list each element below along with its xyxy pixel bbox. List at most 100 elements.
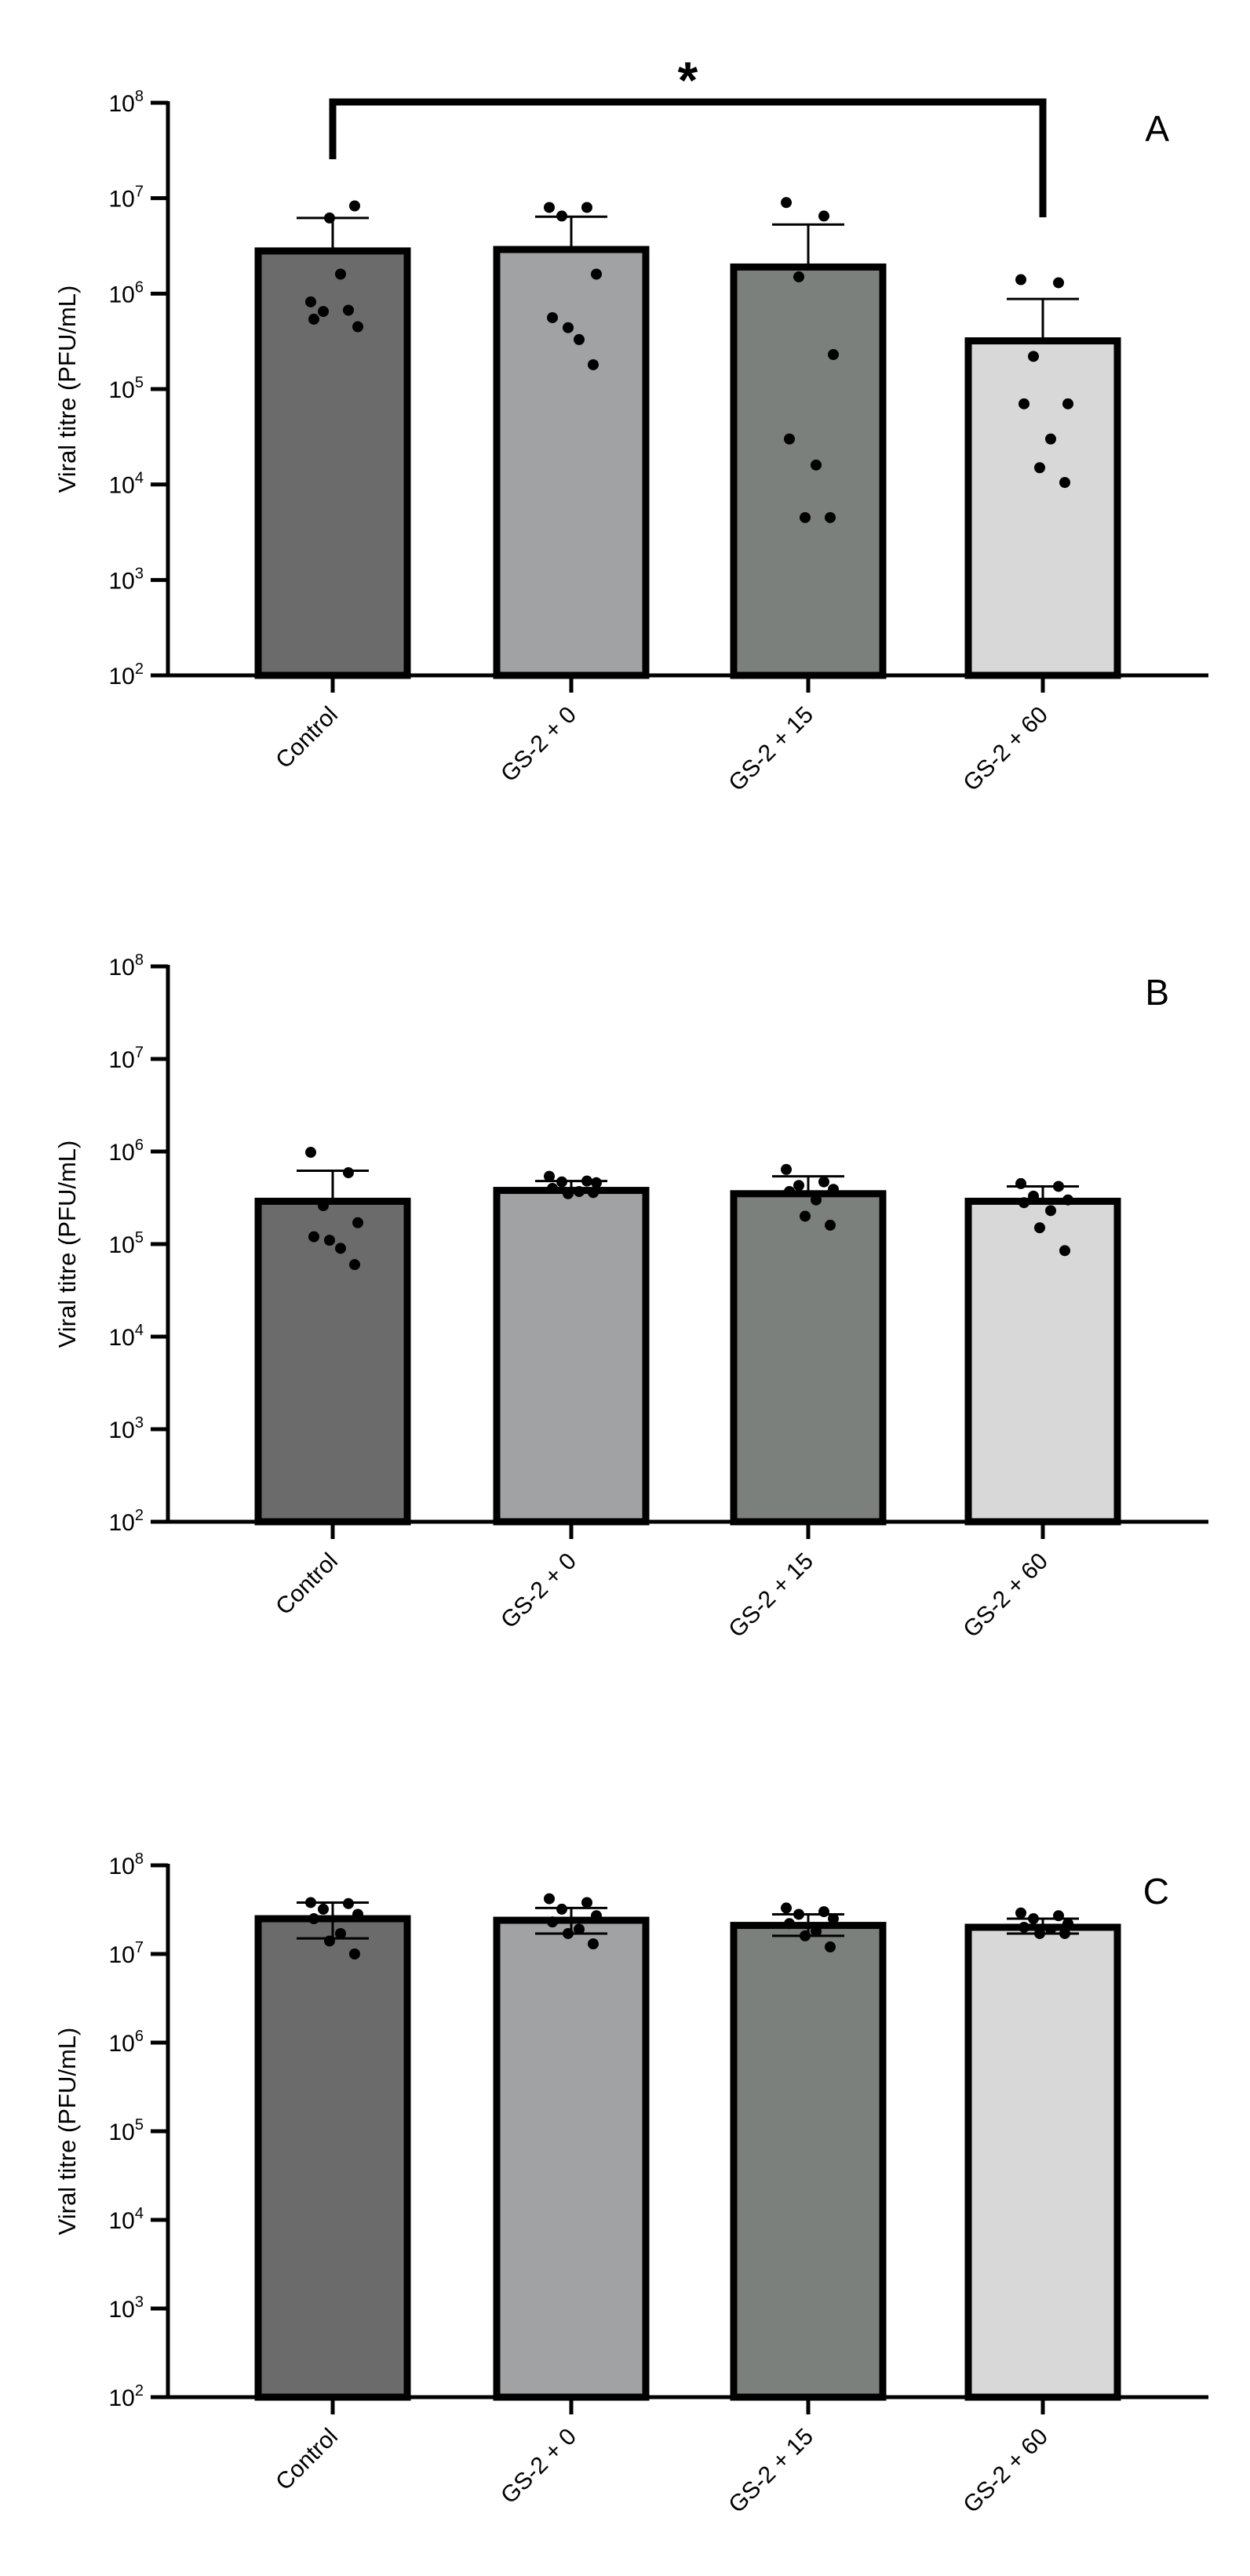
- data-point: [818, 1176, 829, 1188]
- data-point: [828, 1913, 839, 1925]
- bar: [730, 1922, 887, 2401]
- data-point: [591, 1910, 602, 1922]
- bar: [964, 1923, 1121, 2401]
- y-tick-label: 106: [109, 278, 144, 307]
- data-point: [1034, 462, 1045, 474]
- data-point: [1028, 351, 1039, 362]
- y-tick-label: 105: [109, 374, 144, 403]
- y-axis-title: Viral titre (PFU/mL): [53, 1141, 81, 1348]
- y-axis-title: Viral titre (PFU/mL): [53, 286, 81, 493]
- data-point: [1062, 1194, 1073, 1206]
- bar: [493, 246, 650, 679]
- data-point: [784, 1918, 795, 1930]
- y-tick-label: 103: [109, 1414, 144, 1443]
- y-tick-label: 104: [109, 1322, 144, 1351]
- x-tick-label: GS-2 + 0: [496, 702, 581, 788]
- data-point: [352, 1908, 363, 1920]
- y-tick-label: 108: [109, 951, 144, 981]
- data-point: [811, 1926, 822, 1937]
- data-point: [793, 1908, 804, 1920]
- data-point: [352, 321, 363, 333]
- data-point: [818, 210, 829, 222]
- data-point: [318, 1200, 329, 1212]
- data-point: [308, 1913, 319, 1925]
- data-point: [324, 1235, 335, 1246]
- data-point: [784, 433, 795, 445]
- data-point: [1015, 1907, 1026, 1919]
- data-point: [800, 1930, 811, 1941]
- chart-panel-a: 102 103 104 105 106 107 108 Viral titre (PFU/mL…: [53, 51, 1208, 796]
- y-axis-title: Viral titre (PFU/mL): [53, 2028, 81, 2236]
- bar: [730, 1190, 887, 1526]
- y-tick-label: 103: [109, 2294, 144, 2323]
- x-tick-label: GS-2 + 60: [958, 1548, 1053, 1643]
- data-point: [828, 348, 839, 360]
- data-point: [1015, 274, 1026, 286]
- data-point: [811, 459, 822, 471]
- data-point: [352, 1217, 363, 1228]
- data-point: [1062, 398, 1073, 409]
- y-tick-label: 102: [109, 2382, 144, 2411]
- panel-label: C: [1143, 1871, 1169, 1912]
- data-point: [793, 1180, 804, 1192]
- data-point: [1059, 1245, 1070, 1257]
- data-point: [556, 210, 567, 222]
- data-point: [1045, 1205, 1056, 1217]
- data-point: [784, 1185, 795, 1197]
- data-point: [1034, 1222, 1045, 1234]
- y-tick-label: 104: [109, 2205, 144, 2234]
- data-point: [343, 1897, 354, 1909]
- data-point: [591, 268, 602, 280]
- data-point: [811, 1194, 822, 1206]
- data-point: [305, 1147, 316, 1159]
- data-point: [800, 1210, 811, 1222]
- significance-label: *: [678, 51, 698, 109]
- data-point: [1015, 1177, 1026, 1189]
- data-point: [305, 296, 316, 307]
- data-point: [1019, 398, 1030, 409]
- x-tick-label: Control: [271, 702, 343, 774]
- data-point: [343, 304, 354, 316]
- data-point: [318, 306, 329, 318]
- data-point: [324, 212, 335, 224]
- data-point: [544, 202, 555, 213]
- data-point: [574, 1185, 585, 1197]
- data-point: [581, 1897, 592, 1908]
- data-point: [1059, 477, 1070, 489]
- x-tick-label: Control: [271, 1548, 343, 1621]
- x-tick-label: GS-2 + 15: [723, 2424, 818, 2519]
- data-point: [305, 1897, 316, 1908]
- data-point: [1028, 1913, 1039, 1925]
- chart-panel-b: 102 103 104 105 106 107 108 Viral titre (PFU/mL…: [53, 951, 1208, 1643]
- panel-label: B: [1145, 972, 1169, 1013]
- data-point: [793, 271, 804, 282]
- data-point: [1034, 1927, 1045, 1939]
- significance-bracket: [329, 98, 1047, 217]
- data-point: [1053, 1910, 1064, 1922]
- bar: [254, 1197, 411, 1526]
- x-tick-label: GS-2 + 15: [723, 1548, 818, 1643]
- data-point: [544, 1893, 555, 1905]
- y-tick-label: 102: [109, 660, 144, 689]
- data-point: [574, 333, 585, 345]
- data-point: [349, 1948, 360, 1959]
- data-point: [781, 197, 792, 209]
- data-point: [781, 1902, 792, 1914]
- data-point: [825, 1941, 836, 1953]
- y-tick-label: 105: [109, 2116, 144, 2145]
- data-point: [349, 200, 360, 212]
- bar: [964, 337, 1121, 679]
- data-point: [556, 1176, 567, 1188]
- data-point: [1059, 1927, 1070, 1939]
- data-point: [324, 1935, 335, 1947]
- data-point: [574, 1923, 585, 1935]
- data-point: [588, 1938, 599, 1950]
- bar: [493, 1916, 650, 2401]
- data-point: [556, 1903, 567, 1915]
- bar: [493, 1187, 650, 1526]
- data-point: [335, 268, 346, 280]
- data-point: [563, 1188, 574, 1199]
- data-point: [588, 1187, 599, 1199]
- data-point: [818, 1906, 829, 1918]
